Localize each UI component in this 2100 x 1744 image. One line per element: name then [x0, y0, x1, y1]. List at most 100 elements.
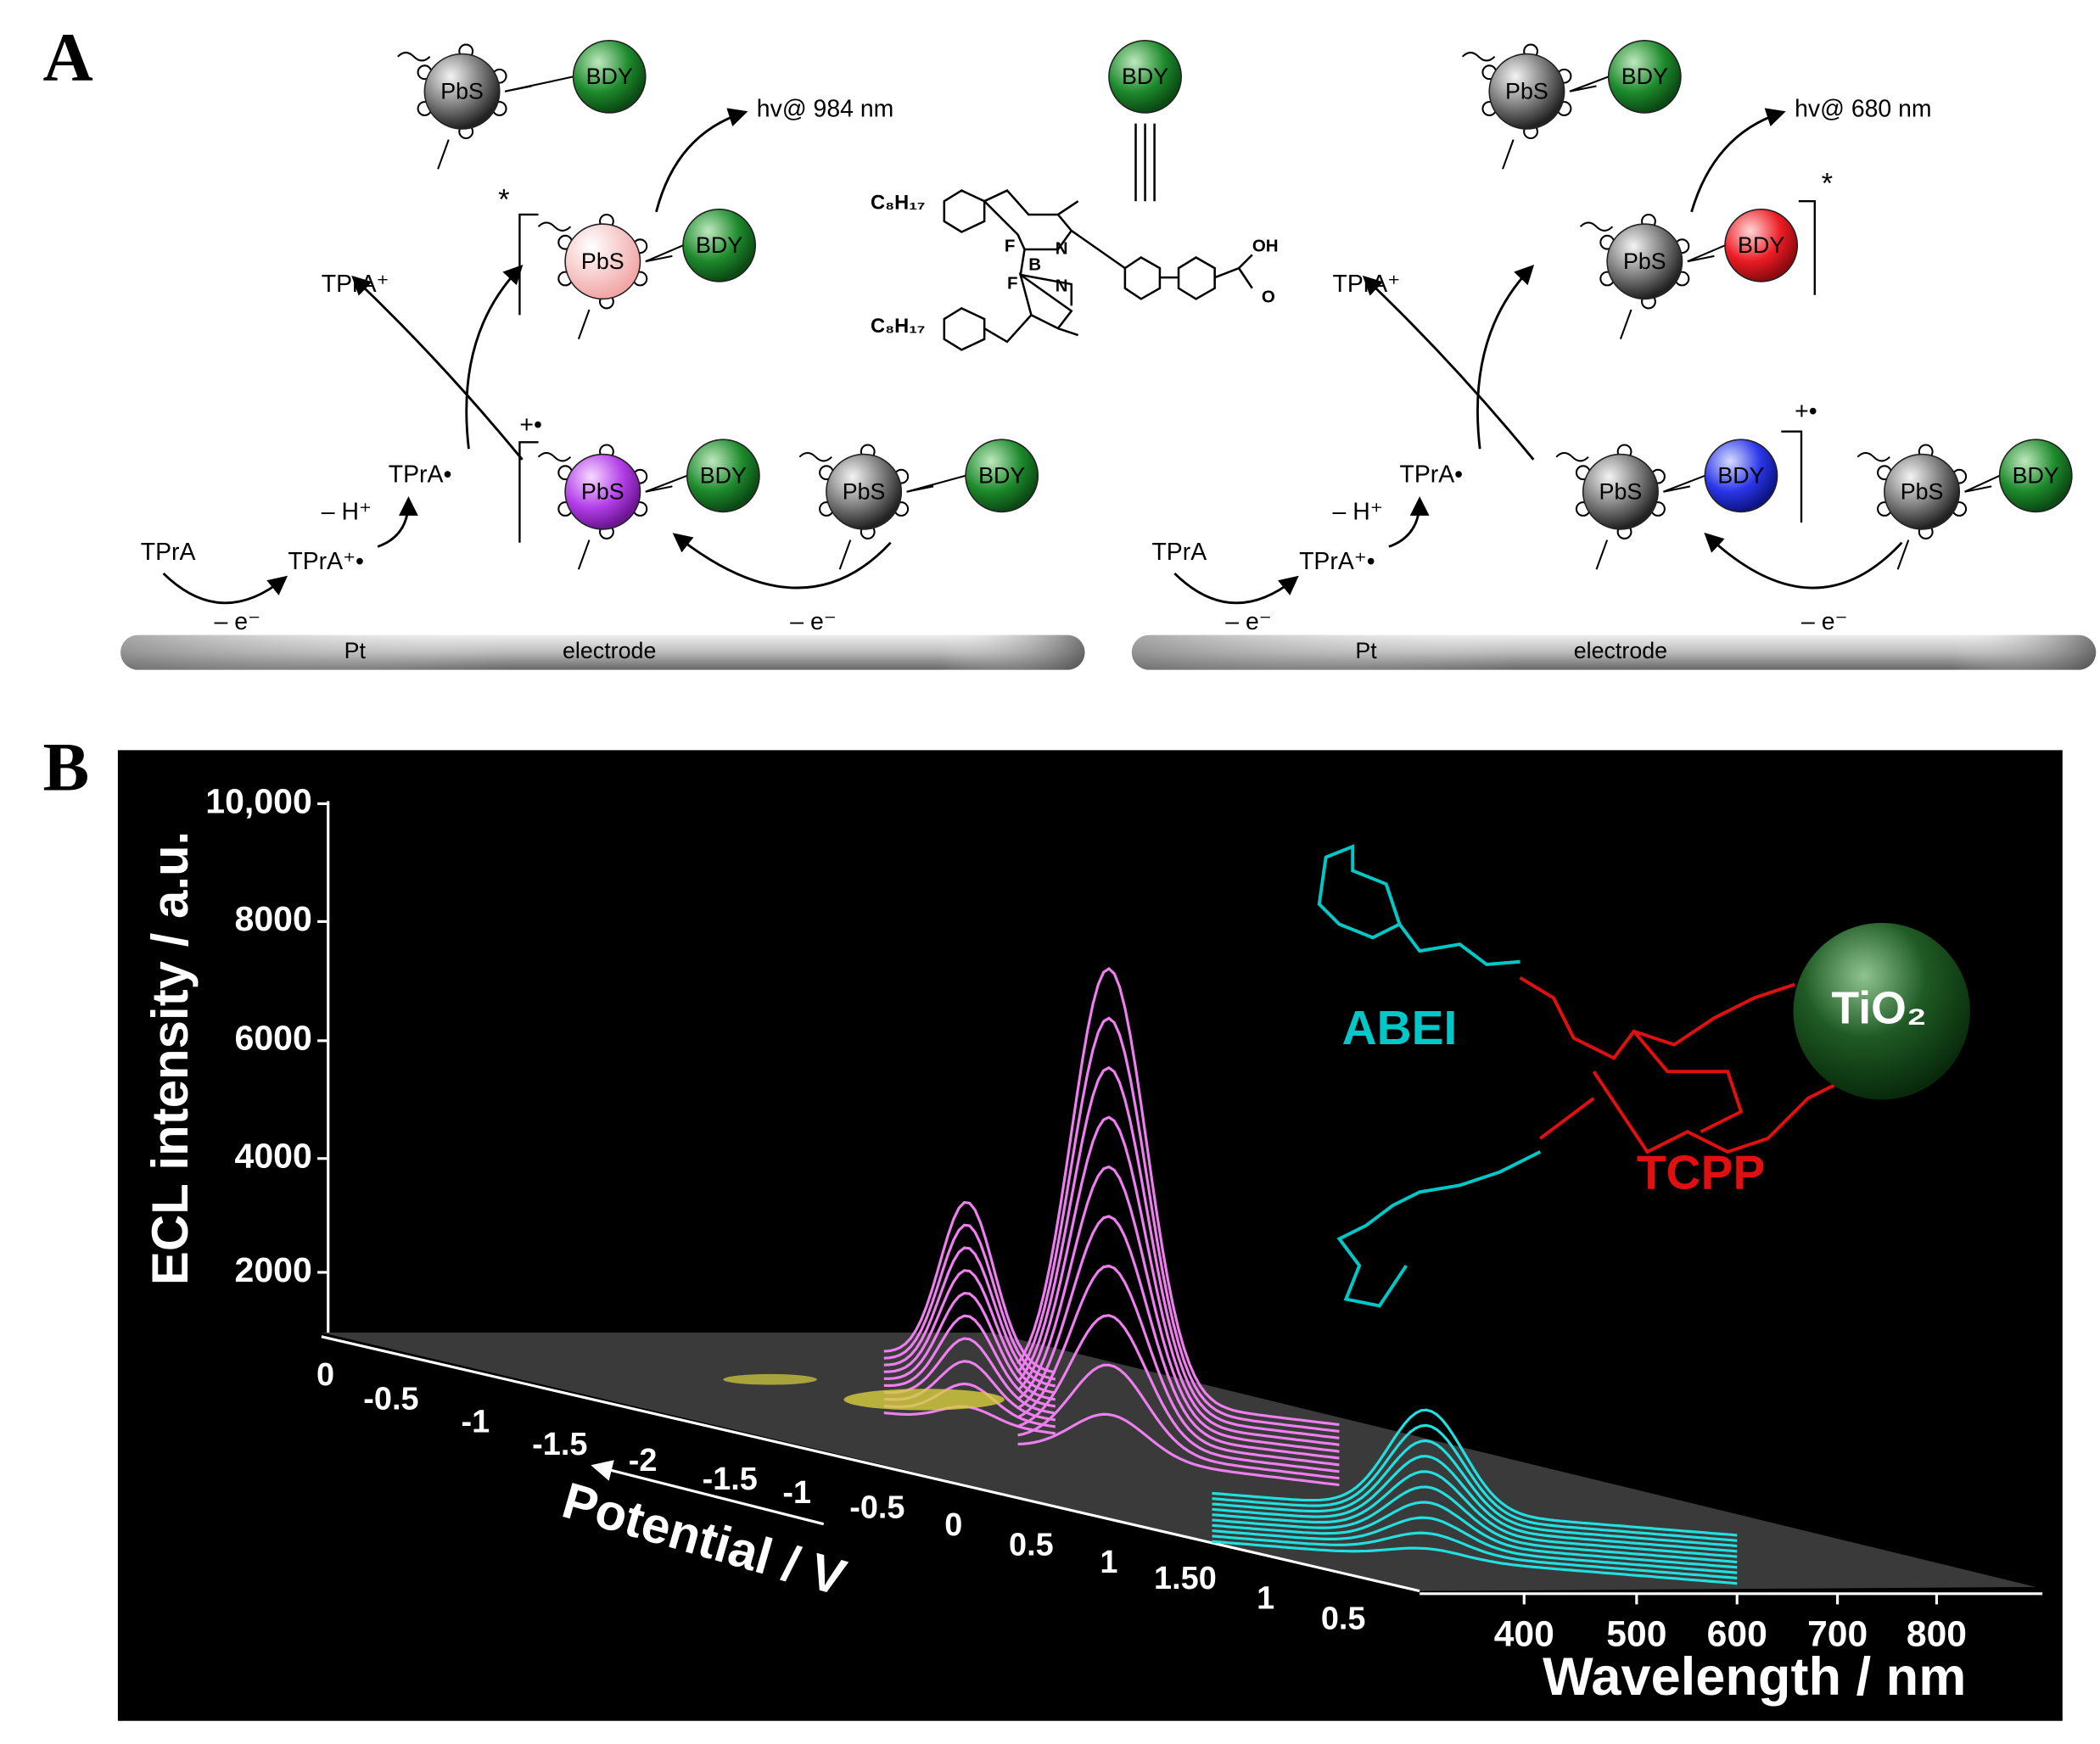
radical-mark: +• [519, 411, 542, 439]
y-axis-title: ECL intensity / a.u. [142, 831, 199, 1285]
spectrum-trace [1017, 1412, 1340, 1487]
label: BDY [1738, 232, 1784, 258]
spectrum-trace [1212, 1455, 1738, 1553]
spectrum-trace [1212, 1485, 1738, 1564]
potential-tick-label: 0.5 [1009, 1528, 1054, 1563]
arrow [377, 496, 418, 548]
label: PbS [1599, 478, 1643, 504]
arrows [120, 108, 1085, 670]
linker [645, 474, 688, 493]
arrow [351, 275, 524, 461]
arrow [1388, 496, 1430, 548]
emission-label: hv@ 984 nm [757, 95, 893, 122]
species-label: TPrA [1151, 539, 1207, 566]
arrows [1131, 108, 2097, 670]
potential-tick-label: -1.5 [703, 1462, 758, 1497]
label: BDY [1717, 462, 1764, 488]
species-label: TPrA• [389, 461, 452, 488]
ligand-chain [1856, 451, 1992, 570]
spectrum-trace [1212, 1439, 1738, 1548]
particle [682, 208, 757, 282]
label: PbS [1901, 478, 1944, 504]
linker [1663, 474, 1705, 493]
y-tick-label: 8000 [235, 899, 312, 938]
particle [1607, 39, 1682, 114]
label: BDY [1122, 64, 1168, 89]
spectrum-trace [883, 1314, 1056, 1408]
spectrum-trace [1016, 1165, 1340, 1453]
spectrum-trace [1016, 1215, 1340, 1460]
spectrum-trace [1212, 1470, 1738, 1558]
spectrum-trace [1016, 1016, 1340, 1434]
species-label: TPrA• [1399, 461, 1463, 488]
direction-arrow [591, 1460, 825, 1526]
linker [1569, 75, 1610, 92]
atom-label: F [1005, 236, 1016, 255]
arrow [672, 533, 892, 590]
wavelength-tick-label: 700 [1807, 1614, 1868, 1655]
spectrum-trace [723, 1373, 817, 1385]
arrow [1173, 572, 1299, 605]
bracket [1781, 430, 1803, 523]
spectrum-trace [1212, 1531, 1738, 1580]
atom-label: N [1056, 277, 1068, 296]
emission-label: hv@ 680 nm [1795, 95, 1931, 122]
spectrum-trace [1212, 1516, 1738, 1574]
particle [1606, 223, 1683, 300]
species-label: TPrA⁺• [1299, 548, 1375, 575]
potential-tick-label: 1.50 [1154, 1561, 1217, 1596]
molecule-label: TiO₂ [1831, 982, 1926, 1033]
potential-tick-label: -1 [462, 1404, 490, 1439]
electrode-shade [1131, 634, 2097, 670]
bracket [1798, 200, 1816, 295]
electron-transfer: – e⁻ [790, 608, 836, 635]
atom-label: C₈H₁₇ [871, 193, 926, 215]
arrow [162, 572, 288, 605]
tio2-particle [1793, 922, 1970, 1100]
particle [572, 39, 647, 114]
atom-label: F [1007, 273, 1018, 293]
particle [1998, 439, 2073, 513]
y-tick-label: 6000 [235, 1019, 312, 1058]
label: BDY [2013, 462, 2059, 488]
electron-transfer: – e⁻ [215, 608, 260, 635]
panel-label: B [43, 729, 90, 806]
particle [1704, 439, 1778, 513]
potential-tick-label: -0.5 [849, 1490, 904, 1525]
spectrum-trace [1017, 1363, 1340, 1480]
arrow [465, 265, 524, 450]
base-plane [321, 1332, 2036, 1591]
excited-mark: * [1822, 167, 1834, 199]
spectrum-trace [883, 1246, 1056, 1388]
particle [1582, 453, 1659, 530]
electron-transfer: – e⁻ [1225, 608, 1271, 635]
panel-label: A [43, 19, 93, 96]
particle [686, 439, 760, 513]
spectrum-trace [1016, 1264, 1340, 1467]
label: BDY [700, 462, 747, 488]
bracket [518, 441, 539, 543]
arrow [1704, 532, 1903, 590]
electrode-label: electrode [1574, 638, 1667, 663]
wavelength-tick-label: 400 [1494, 1614, 1554, 1655]
electrode-shade [120, 634, 1085, 670]
linker [1687, 244, 1726, 263]
electron-transfer: – e⁻ [1801, 608, 1847, 635]
spectrum-trace [1016, 1115, 1340, 1446]
atom-label: O [1262, 287, 1275, 306]
species-label: TPrA⁺ [1333, 271, 1401, 298]
particle [423, 53, 501, 130]
bodipy-structure [943, 123, 1253, 351]
spectrum-trace [1016, 966, 1340, 1427]
excited-mark: * [498, 183, 510, 215]
label: BDY [696, 232, 742, 258]
label: PbS [1623, 249, 1666, 274]
label: PbS [581, 478, 624, 504]
label: PbS [1505, 78, 1548, 103]
potential-tick-label: -1.5 [532, 1427, 587, 1462]
spectrum-trace [1212, 1501, 1738, 1569]
radical-mark: +• [1795, 398, 1817, 425]
label: BDY [978, 462, 1025, 488]
potential-axis [321, 1335, 1420, 1593]
